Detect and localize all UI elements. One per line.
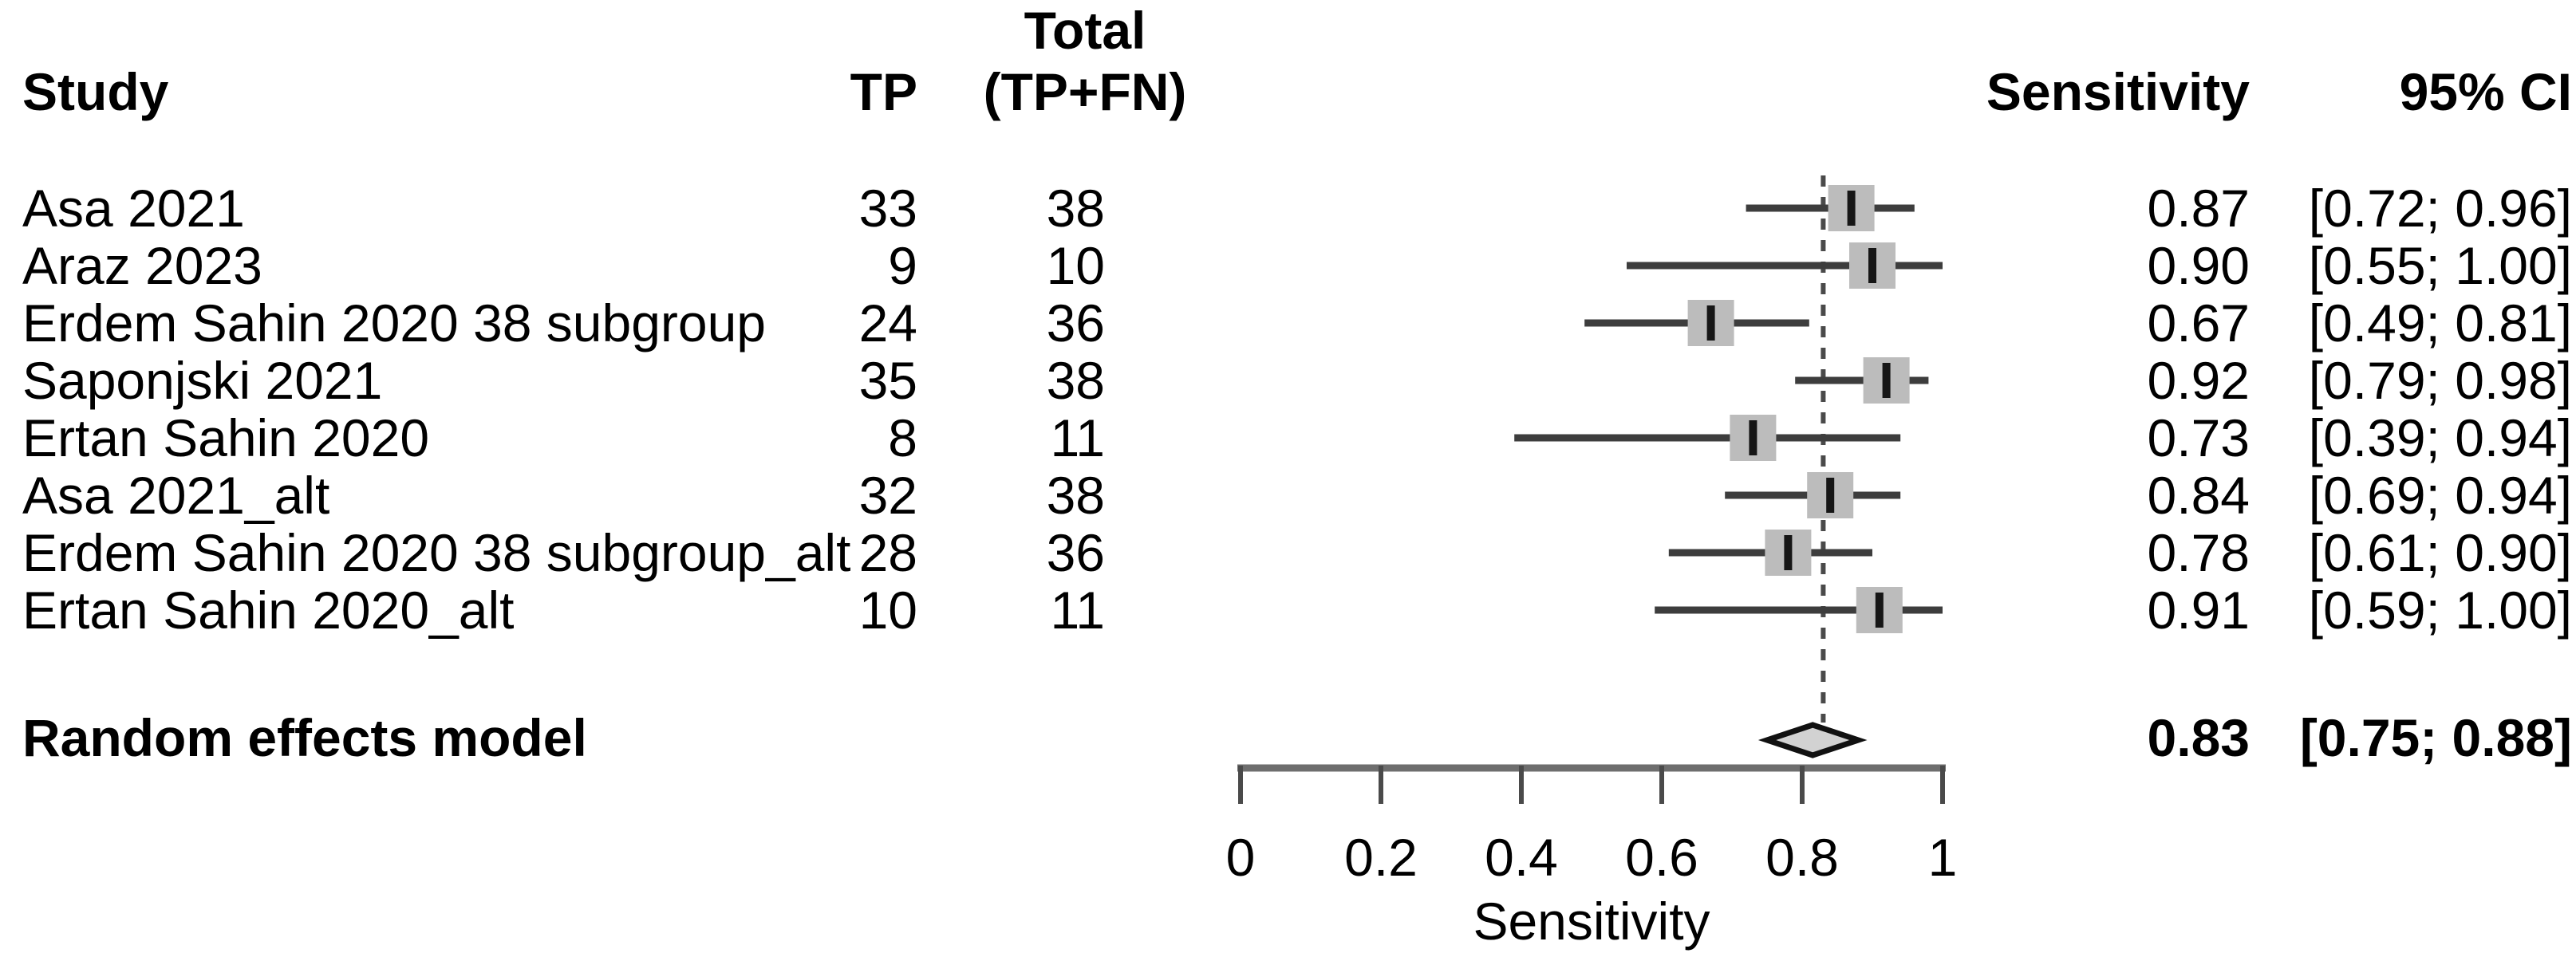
x-tick-label: 0 [1225, 828, 1256, 887]
point-estimate-tick [1706, 305, 1715, 341]
study-tp-value: 10 [858, 581, 917, 640]
x-tick-label: 0.6 [1625, 828, 1698, 887]
column-header-total-line2: (TP+FN) [983, 62, 1187, 121]
study-ci-value: [0.72; 0.96] [2308, 179, 2572, 238]
study-tp-value: 33 [858, 179, 917, 238]
study-label: Asa 2021 [22, 179, 245, 238]
x-tick-label: 0.8 [1765, 828, 1839, 887]
study-sensitivity-value: 0.67 [2147, 293, 2250, 352]
study-ci-value: [0.61; 0.90] [2308, 523, 2572, 582]
summary-ci-value: [0.75; 0.88] [2299, 708, 2572, 767]
pooled-diamond [1757, 722, 1868, 758]
column-header-sensitivity: Sensitivity [1986, 62, 2250, 121]
study-sensitivity-value: 0.73 [2147, 408, 2250, 467]
study-ci-value: [0.49; 0.81] [2308, 293, 2572, 352]
study-total-value: 38 [1046, 466, 1105, 525]
study-ci-value: [0.55; 1.00] [2308, 236, 2572, 295]
column-header-tp: TP [850, 62, 917, 121]
point-estimate-tick [1875, 593, 1884, 628]
study-ci-value: [0.69; 0.94] [2308, 466, 2572, 525]
study-tp-value: 28 [858, 523, 917, 582]
point-estimate-tick [1868, 248, 1876, 283]
study-total-value: 11 [1050, 581, 1105, 640]
study-tp-value: 32 [858, 466, 917, 525]
x-tick-label: 0.4 [1485, 828, 1558, 887]
x-axis-title: Sensitivity [1473, 892, 1710, 951]
study-label: Erdem Sahin 2020 38 subgroup_alt [22, 523, 851, 582]
study-total-value: 11 [1050, 408, 1105, 467]
study-tp-value: 24 [858, 293, 917, 352]
study-ci-value: [0.39; 0.94] [2308, 408, 2572, 467]
point-estimate-tick [1882, 363, 1891, 398]
study-total-value: 36 [1046, 523, 1105, 582]
study-total-value: 38 [1046, 351, 1105, 410]
study-label: Asa 2021_alt [22, 466, 330, 525]
summary-label: Random effects model [22, 708, 587, 767]
study-label: Ertan Sahin 2020 [22, 408, 430, 467]
study-sensitivity-value: 0.90 [2147, 236, 2250, 295]
study-sensitivity-value: 0.92 [2147, 351, 2250, 410]
study-label: Saponjski 2021 [22, 351, 383, 410]
study-sensitivity-value: 0.84 [2147, 466, 2250, 525]
study-tp-value: 35 [858, 351, 917, 410]
x-tick-label: 0.2 [1344, 828, 1418, 887]
study-ci-value: [0.59; 1.00] [2308, 581, 2572, 640]
point-estimate-tick [1847, 191, 1856, 226]
column-header-ci: 95% CI [2399, 62, 2572, 121]
study-sensitivity-value: 0.91 [2147, 581, 2250, 640]
study-tp-value: 9 [888, 236, 917, 295]
study-tp-value: 8 [888, 408, 917, 467]
column-header-study: Study [22, 62, 169, 121]
study-label: Araz 2023 [22, 236, 262, 295]
x-tick-label: 1 [1927, 828, 1958, 887]
study-total-value: 10 [1046, 236, 1105, 295]
study-total-value: 38 [1046, 179, 1105, 238]
study-label: Erdem Sahin 2020 38 subgroup [22, 293, 766, 352]
point-estimate-tick [1784, 535, 1793, 570]
study-sensitivity-value: 0.78 [2147, 523, 2250, 582]
study-label: Ertan Sahin 2020_alt [22, 581, 515, 640]
study-total-value: 36 [1046, 293, 1105, 352]
study-ci-value: [0.79; 0.98] [2308, 351, 2572, 410]
summary-sensitivity-value: 0.83 [2147, 708, 2250, 767]
point-estimate-tick [1749, 420, 1757, 455]
point-estimate-tick [1826, 478, 1835, 513]
study-sensitivity-value: 0.87 [2147, 179, 2250, 238]
column-header-total-line1: Total [1024, 1, 1146, 60]
